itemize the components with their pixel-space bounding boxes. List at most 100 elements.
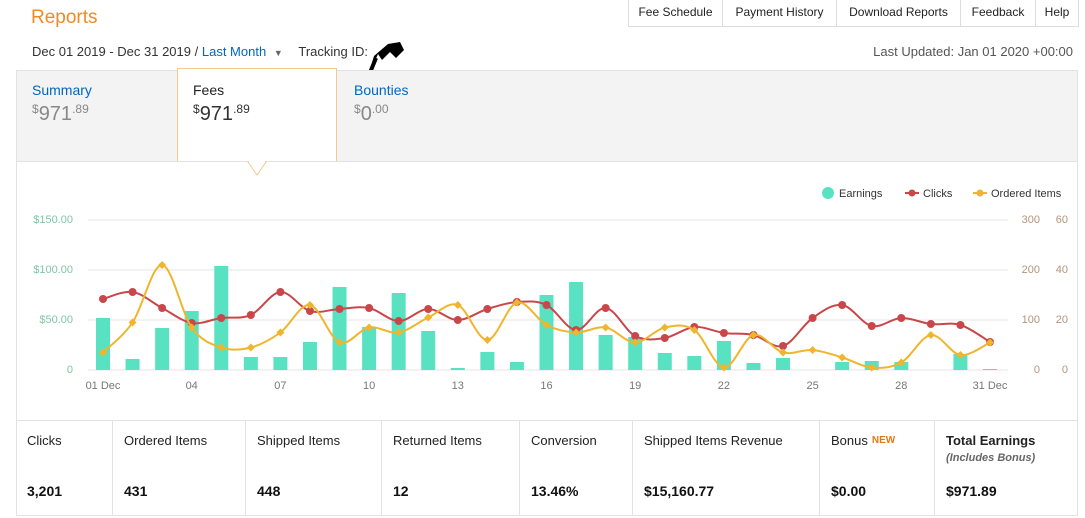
point	[572, 328, 581, 337]
tab[interactable]: Fee Schedule	[628, 0, 723, 27]
dropdown-arrow[interactable]: ▼	[273, 48, 283, 58]
point	[838, 353, 847, 362]
stat-label-box: Clicks	[27, 433, 112, 483]
point	[158, 304, 167, 312]
point	[365, 323, 374, 332]
point	[305, 301, 314, 309]
stat-label-box: Shipped Items Revenue	[644, 433, 819, 483]
point	[246, 311, 255, 319]
amount-whole: 971	[38, 103, 73, 125]
stat-cell: Returned Items 12	[382, 420, 520, 516]
y3-tick-label: 60	[1056, 214, 1068, 226]
bar	[302, 342, 317, 370]
point	[217, 343, 226, 352]
x-tick-label: 10	[363, 380, 375, 392]
point	[690, 326, 699, 334]
y3-tick-label: 20	[1056, 314, 1068, 326]
point	[749, 331, 758, 339]
tab[interactable]: Help	[1035, 0, 1079, 27]
stat-cell: Conversion 13.46%	[520, 420, 633, 516]
point	[483, 336, 492, 344]
tab-label: Bounties	[354, 82, 409, 98]
point	[601, 323, 610, 332]
period-select[interactable]: Last Month	[201, 44, 267, 59]
point	[99, 295, 107, 303]
point	[986, 338, 994, 347]
point	[483, 305, 492, 313]
x-tick-label: 31 Dec	[973, 380, 1008, 392]
point	[99, 348, 107, 357]
legend-swatch	[822, 187, 834, 199]
bar	[539, 295, 554, 370]
bar	[953, 354, 968, 370]
point	[926, 320, 935, 328]
summary-tab[interactable]: Summary $971.89	[32, 82, 92, 126]
chart-panel	[16, 161, 1078, 421]
bar	[125, 359, 140, 370]
point	[128, 318, 137, 327]
bar	[628, 337, 643, 370]
point	[631, 338, 640, 347]
point	[779, 342, 788, 350]
point	[365, 304, 374, 312]
stat-label-box: Bonus NEW	[831, 433, 934, 483]
point	[424, 313, 433, 322]
bounties-tab[interactable]: Bounties $0.00	[354, 82, 408, 126]
bar	[598, 335, 613, 370]
x-tick-label: 25	[806, 380, 818, 392]
stat-note: (Includes Bonus)	[946, 452, 1036, 464]
stat-label-box: Conversion	[531, 433, 632, 483]
y-tick-label: $150.00	[33, 214, 73, 226]
separator: /	[194, 44, 199, 59]
bar	[983, 369, 997, 370]
bar	[716, 341, 731, 370]
stat-value: $15,160.77	[644, 483, 715, 499]
tab-label: Fees	[193, 82, 225, 98]
point	[187, 323, 196, 332]
amount: $971.89	[193, 102, 250, 126]
bar	[243, 357, 258, 370]
tab[interactable]: Download Reports	[836, 0, 961, 27]
bar	[450, 368, 465, 370]
point	[276, 288, 285, 296]
point	[394, 317, 403, 325]
stat-label: Shipped Items Revenue	[644, 433, 783, 448]
x-tick-label: 13	[452, 380, 464, 392]
y2-tick-label: 0	[1034, 364, 1040, 376]
bar	[421, 331, 436, 370]
stat-cell: Shipped Items Revenue $15,160.77	[633, 420, 820, 516]
y2-tick-label: 200	[1022, 264, 1040, 276]
y2-tick-label: 300	[1022, 214, 1040, 226]
stat-label: Total Earnings	[946, 433, 1036, 448]
legend-swatch	[908, 189, 916, 197]
stat-label-box: Ordered Items	[124, 433, 245, 483]
amount-whole: 0	[360, 103, 372, 125]
stat-label: Bonus	[831, 433, 868, 448]
point	[956, 351, 965, 359]
bar	[480, 352, 495, 370]
stat-label: Returned Items	[393, 433, 482, 448]
point	[926, 331, 935, 339]
point	[956, 321, 965, 329]
bar	[835, 362, 850, 370]
y-tick-label: 0	[67, 364, 73, 376]
point	[660, 323, 669, 332]
tab[interactable]: Payment History	[722, 0, 837, 27]
point	[453, 301, 462, 309]
point	[808, 314, 817, 322]
last-updated: Last Updated: Jan 01 2020 +00:00	[873, 44, 1073, 59]
point	[158, 261, 167, 269]
point	[512, 298, 521, 307]
x-tick-label: 07	[274, 380, 286, 392]
point	[779, 348, 788, 357]
stat-label-box: Shipped Items	[257, 433, 381, 483]
tab-label: Summary	[32, 82, 92, 98]
point	[128, 288, 137, 296]
bar	[746, 363, 761, 370]
point	[719, 329, 728, 337]
x-tick-label: 19	[629, 380, 641, 392]
point	[276, 328, 285, 337]
y3-tick-label: 40	[1056, 264, 1068, 276]
point	[660, 334, 669, 342]
